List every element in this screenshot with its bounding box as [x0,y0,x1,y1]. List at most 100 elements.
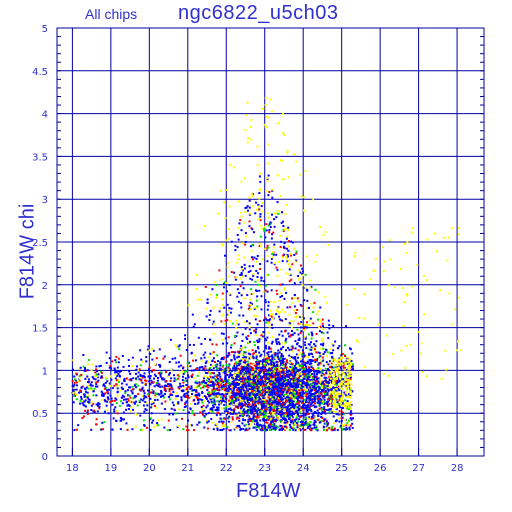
data-point [84,405,87,408]
data-point [177,377,180,380]
data-point [285,385,288,388]
data-point [267,246,270,249]
data-point [301,394,304,397]
data-point [252,426,255,429]
data-point [323,422,326,425]
data-point [86,369,89,372]
data-point [319,362,322,365]
data-point [256,395,259,398]
data-point [324,367,327,370]
data-point [96,380,99,383]
data-point [256,377,259,380]
data-point [241,281,244,284]
data-point [173,409,176,412]
data-point [273,262,276,265]
data-point [219,429,222,432]
data-point [176,374,179,377]
data-point [228,415,231,418]
data-point [343,344,346,347]
data-point [294,369,297,372]
data-point [216,409,219,412]
data-point [215,406,218,409]
data-point [208,401,211,404]
data-point [95,403,98,406]
data-point [267,377,270,380]
data-point [117,357,120,360]
data-point [233,395,236,398]
data-point [275,414,278,417]
data-point [310,417,313,420]
data-point [226,410,229,413]
data-point [169,383,172,386]
data-point [261,371,264,374]
data-point [217,406,220,409]
data-point [293,404,296,407]
data-point [222,342,225,345]
data-point [239,410,242,413]
data-point [328,383,331,386]
data-point [303,354,306,357]
data-point [247,420,250,423]
data-point [221,387,224,390]
data-point [187,385,190,388]
data-point [210,368,213,371]
data-point [316,401,319,404]
data-point [309,386,312,389]
data-point [292,400,295,403]
data-point [277,341,280,344]
data-point [205,397,208,400]
data-point [255,393,258,396]
data-point [153,377,156,380]
data-point [232,391,235,394]
data-point [237,406,240,409]
data-point [315,368,318,371]
data-point [167,385,170,388]
data-point [316,382,319,385]
data-point [208,313,211,316]
data-point [133,384,136,387]
data-point [255,379,258,382]
data-point [247,383,250,386]
data-point [264,316,267,319]
data-point [202,399,205,402]
data-point [277,384,280,387]
data-point [279,355,282,358]
data-point [87,387,90,390]
data-point [291,404,294,407]
data-point [241,358,244,361]
data-point [292,428,295,431]
data-point [228,399,231,402]
data-point [219,413,222,416]
data-point [328,395,331,398]
data-point [303,398,306,401]
data-point [323,406,326,409]
data-point [285,375,288,378]
data-point [290,410,293,413]
data-point [267,216,270,219]
data-point [264,387,267,390]
data-point [228,369,231,372]
data-point [222,393,225,396]
data-point [282,406,285,409]
data-point [153,369,156,372]
data-point [291,420,294,423]
data-point [190,352,193,355]
data-point [240,365,243,368]
data-point [295,259,298,262]
data-point [254,405,257,408]
data-point [184,402,187,405]
data-point [194,386,197,389]
data-point [182,381,185,384]
data-point [323,383,326,386]
data-point [242,382,245,385]
data-point [266,381,269,384]
data-point [255,208,258,211]
data-point [248,322,251,325]
data-point [306,378,309,381]
data-point [299,303,302,306]
data-point [245,369,248,372]
data-point [270,393,273,396]
data-point [143,376,146,379]
data-point [82,403,85,406]
data-point [234,334,237,337]
